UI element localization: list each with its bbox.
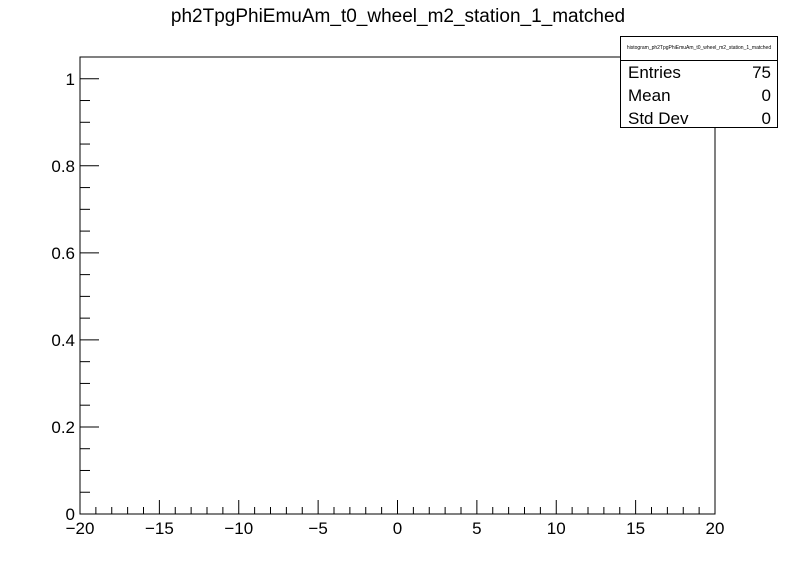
y-tick-label: 0.6 — [51, 244, 75, 263]
chart-title: ph2TpgPhiEmuAm_t0_wheel_m2_station_1_mat… — [170, 6, 626, 27]
x-tick-label: 10 — [547, 519, 566, 538]
x-axis: −20 −15 −10 −5 0 5 10 15 20 — [66, 500, 725, 538]
stats-box: histogram_ph2TpgPhiEmuAm_t0_wheel_m2_sta… — [620, 36, 778, 128]
y-tick-label: 0.4 — [51, 331, 75, 350]
y-tick-label: 0.2 — [51, 418, 75, 437]
x-tick-label: 15 — [626, 519, 645, 538]
stats-entries-label: Entries — [628, 63, 681, 82]
y-tick-label: 0.8 — [51, 157, 75, 176]
stats-histogram-name: histogram_ph2TpgPhiEmuAm_t0_wheel_m2_sta… — [621, 37, 777, 61]
x-tick-label: 0 — [393, 519, 402, 538]
y-tick-label: 1 — [66, 70, 75, 89]
stats-entries-value: 75 — [752, 63, 771, 82]
stats-row-mean: Mean 0 — [621, 84, 777, 107]
stats-mean-value: 0 — [761, 86, 771, 105]
stats-stddev-value: 0 — [761, 109, 771, 128]
stats-row-stddev: Std Dev 0 — [621, 107, 777, 130]
x-tick-label: −10 — [224, 519, 253, 538]
x-tick-label: −15 — [145, 519, 174, 538]
stats-stddev-label: Std Dev — [628, 109, 689, 128]
x-tick-label: 5 — [472, 519, 481, 538]
stats-row-entries: Entries 75 — [621, 61, 777, 84]
x-tick-label: −5 — [308, 519, 327, 538]
x-tick-label: −20 — [66, 519, 95, 538]
y-tick-label: 0 — [66, 505, 75, 524]
stats-mean-label: Mean — [628, 86, 671, 105]
x-tick-label: 20 — [706, 519, 725, 538]
y-axis: 0 0.2 0.4 0.6 0.8 1 — [51, 56, 99, 524]
